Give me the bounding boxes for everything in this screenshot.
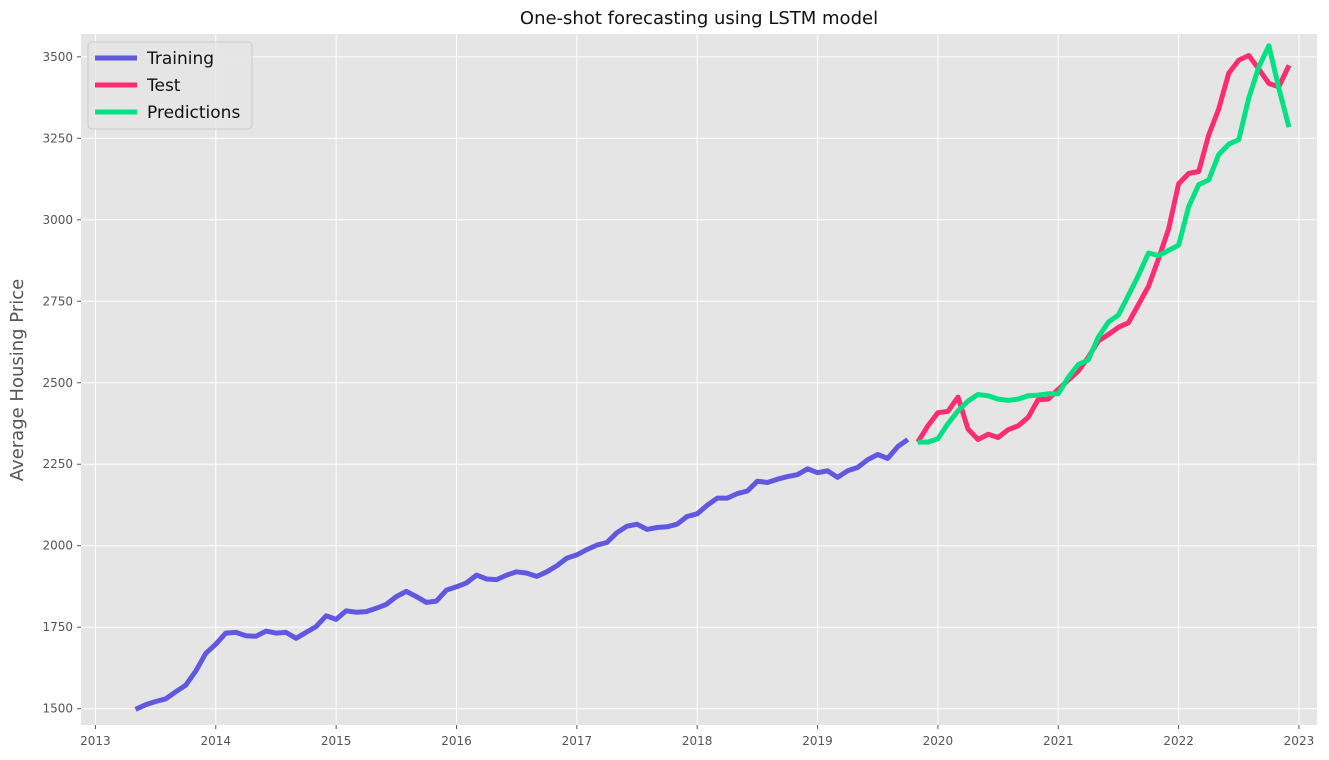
series-line-predictions (917, 43, 1292, 445)
x-tick-label: 2021 (1043, 734, 1074, 748)
y-tick-label: 2000 (42, 539, 73, 553)
x-tick-label: 2018 (682, 734, 713, 748)
legend-label-test: Test (146, 76, 181, 96)
x-tick-label: 2015 (321, 734, 352, 748)
x-tick-label: 2023 (1284, 734, 1315, 748)
legend-label-training: Training (146, 49, 214, 69)
plot-area (81, 34, 1317, 725)
x-axis-ticks: 2013 2014 2015 2016 2017 2018 2019 2020 2021 2022… (80, 725, 1314, 748)
x-tick-label: 2013 (80, 734, 111, 748)
series-line-training (134, 437, 910, 712)
y-tick-label: 1750 (42, 620, 73, 634)
y-tick-label: 2250 (42, 457, 73, 471)
y-axis-ticks: 1500 1750 2000 2250 2500 2750 3000 3250 3500 (42, 50, 81, 716)
x-tick-label: 2017 (562, 734, 593, 748)
y-tick-label: 3500 (42, 50, 73, 64)
x-tick-label: 2019 (802, 734, 833, 748)
x-tick-label: 2020 (923, 734, 954, 748)
chart-title: One-shot forecasting using LSTM model (520, 8, 878, 29)
y-tick-label: 2750 (42, 294, 73, 308)
x-tick-label: 2014 (201, 734, 232, 748)
legend-label-predictions: Predictions (147, 103, 240, 123)
legend: Training Test Predictions (87, 41, 253, 130)
y-axis-label: Average Housing Price (7, 279, 28, 481)
series-line-test (915, 53, 1292, 444)
y-tick-label: 3000 (42, 213, 73, 227)
x-tick-label: 2022 (1163, 734, 1194, 748)
y-tick-label: 3250 (42, 131, 73, 145)
x-tick-label: 2016 (441, 734, 472, 748)
grid (81, 34, 1317, 725)
legend-box (87, 41, 253, 130)
y-tick-label: 1500 (42, 702, 73, 716)
y-tick-label: 2500 (42, 376, 73, 390)
series-lines (134, 43, 1292, 712)
